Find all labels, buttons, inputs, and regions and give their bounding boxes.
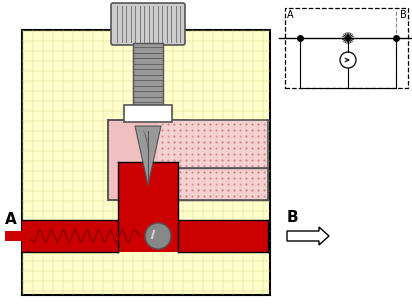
Bar — [118, 183, 178, 220]
Bar — [118, 162, 178, 183]
Bar — [158, 120, 268, 168]
FancyArrow shape — [287, 227, 329, 245]
Text: A: A — [287, 10, 294, 20]
Text: A: A — [5, 213, 17, 228]
Bar — [158, 168, 268, 200]
FancyBboxPatch shape — [111, 3, 185, 45]
Bar — [133, 43, 163, 115]
Bar — [285, 8, 408, 88]
Bar — [22, 220, 268, 252]
FancyArrow shape — [5, 228, 33, 244]
Text: B: B — [287, 210, 299, 225]
Circle shape — [340, 52, 356, 68]
Text: B: B — [400, 10, 407, 20]
Bar — [108, 120, 188, 200]
Bar — [22, 30, 270, 295]
Circle shape — [145, 223, 171, 249]
Bar — [124, 105, 172, 122]
Polygon shape — [135, 126, 161, 185]
